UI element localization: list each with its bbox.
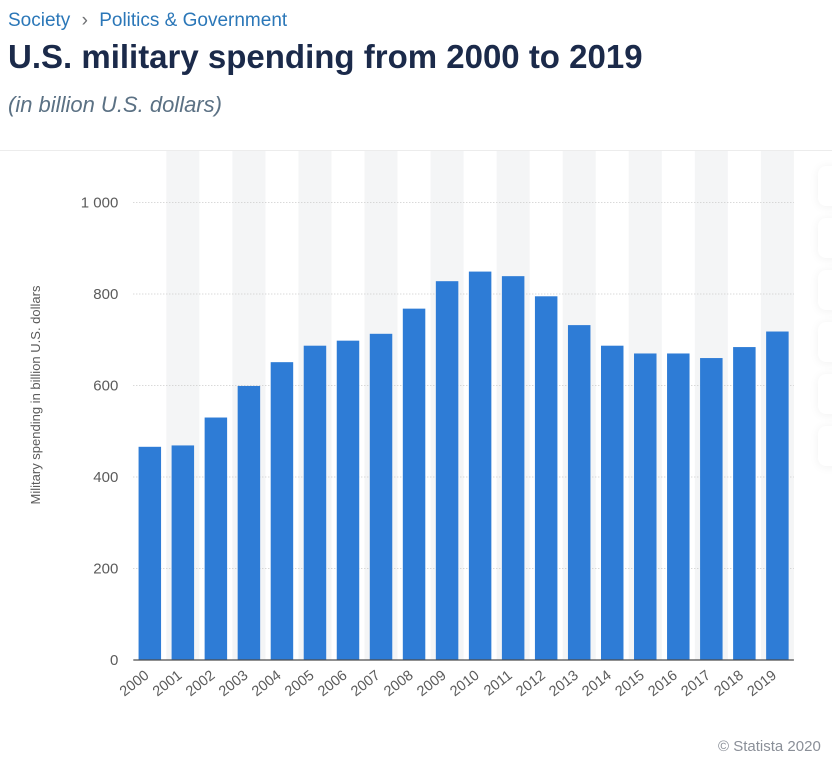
svg-text:2000: 2000 (117, 668, 152, 700)
svg-text:800: 800 (93, 286, 118, 303)
svg-text:2016: 2016 (645, 668, 680, 700)
svg-text:2003: 2003 (216, 668, 251, 700)
svg-text:2009: 2009 (414, 668, 449, 700)
svg-text:600: 600 (93, 378, 118, 395)
svg-text:2006: 2006 (315, 668, 350, 700)
svg-text:2007: 2007 (348, 668, 383, 700)
svg-text:2018: 2018 (712, 668, 747, 700)
svg-text:400: 400 (93, 469, 118, 486)
svg-text:2010: 2010 (447, 668, 482, 700)
svg-text:2011: 2011 (481, 668, 515, 700)
svg-text:2013: 2013 (546, 668, 581, 700)
svg-text:2004: 2004 (249, 668, 284, 700)
svg-text:2017: 2017 (679, 668, 714, 700)
svg-text:2014: 2014 (579, 668, 614, 700)
svg-text:2015: 2015 (612, 668, 647, 700)
svg-text:2001: 2001 (150, 668, 185, 700)
svg-text:2019: 2019 (745, 668, 780, 700)
svg-text:2012: 2012 (513, 668, 548, 700)
svg-text:1 000: 1 000 (81, 195, 119, 212)
svg-text:2005: 2005 (282, 668, 317, 700)
svg-text:0: 0 (110, 652, 118, 669)
svg-text:200: 200 (93, 561, 118, 578)
svg-text:2002: 2002 (183, 668, 218, 700)
svg-text:2008: 2008 (381, 668, 416, 700)
